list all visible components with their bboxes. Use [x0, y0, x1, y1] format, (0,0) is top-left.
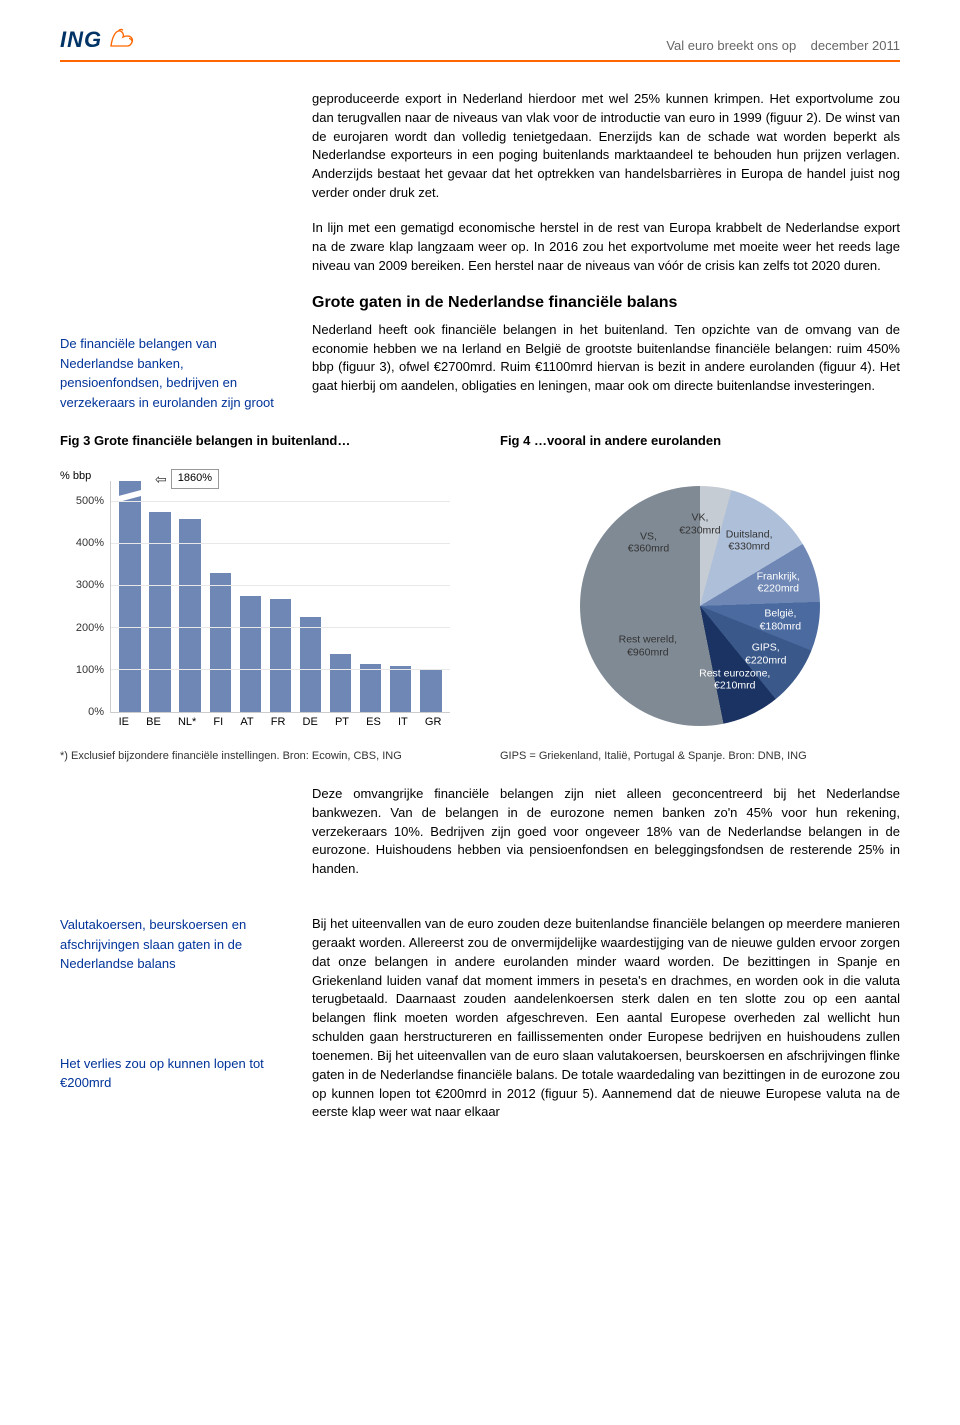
bar: [360, 664, 382, 712]
body-block-1: geproduceerde export in Nederland hierdo…: [312, 90, 900, 412]
side-callout-1: De financiële belangen van Nederlandse b…: [60, 334, 280, 412]
pie-slice-label: VK,€230mrd: [679, 512, 720, 537]
doc-title: Val euro breekt ons op: [666, 38, 796, 53]
pie-slice-label: Rest eurozone,€210mrd: [699, 667, 770, 692]
document-meta: Val euro breekt ons op december 2011: [666, 37, 900, 56]
pie-slice-label: GIPS,€220mrd: [745, 642, 786, 667]
x-tick-label: ES: [366, 715, 381, 731]
bar: [300, 617, 322, 712]
pie-slice-label: België,€180mrd: [760, 607, 801, 632]
fig3-bar-chart: % bbp ⇦ 1860% 0%100%200%300%400%500% IEB…: [60, 471, 460, 741]
x-tick-label: IE: [119, 715, 129, 731]
pie-slice-label: Rest wereld,€960mrd: [619, 634, 677, 659]
paragraph: Bij het uiteenvallen van de euro zouden …: [312, 915, 900, 1122]
paragraph: geproduceerde export in Nederland hierdo…: [312, 90, 900, 203]
fig3-footnote: *) Exclusief bijzondere financiële inste…: [60, 749, 460, 765]
paragraph: Nederland heeft ook financiële belangen …: [312, 321, 900, 396]
bar: [420, 670, 442, 712]
paragraph: Deze omvangrijke financiële belangen zij…: [312, 785, 900, 879]
x-tick-label: NL*: [178, 715, 196, 731]
bar: [390, 666, 412, 712]
bar: [240, 596, 262, 712]
lion-icon: [108, 25, 138, 55]
x-tick-label: IT: [398, 715, 408, 731]
x-tick-label: AT: [240, 715, 253, 731]
page-header: ING Val euro breekt ons op december 2011: [60, 24, 900, 62]
y-tick-label: 500%: [76, 494, 104, 510]
x-tick-label: GR: [425, 715, 442, 731]
fig3-title: Fig 3 Grote financiële belangen in buite…: [60, 432, 460, 451]
bar: [179, 519, 201, 712]
section-heading: Grote gaten in de Nederlandse financiële…: [312, 291, 900, 314]
bar: [119, 481, 141, 712]
logo-text: ING: [60, 24, 102, 56]
body-block-3: Bij het uiteenvallen van de euro zouden …: [312, 915, 900, 1138]
bar: [270, 599, 292, 712]
x-tick-label: BE: [146, 715, 161, 731]
pie-slice-label: Duitsland,€330mrd: [726, 528, 773, 553]
fig4-footnote: GIPS = Griekenland, Italië, Portugal & S…: [500, 749, 900, 765]
y-tick-label: 200%: [76, 621, 104, 637]
doc-date: december 2011: [811, 38, 900, 53]
y-tick-label: 100%: [76, 663, 104, 679]
fig4-title: Fig 4 …vooral in andere eurolanden: [500, 432, 900, 451]
body-block-2: Deze omvangrijke financiële belangen zij…: [312, 785, 900, 895]
fig4-pie-chart: VS,€360mrd VK,€230mrdDuitsland,€330mrd Fra…: [500, 471, 900, 741]
x-tick-label: DE: [303, 715, 318, 731]
side-callout-2: Valutakoersen, beurskoersen en afschrijv…: [60, 915, 280, 974]
bar: [330, 654, 352, 712]
bar: [210, 573, 232, 712]
x-tick-label: PT: [335, 715, 349, 731]
y-tick-label: 0%: [88, 705, 104, 721]
paragraph: In lijn met een gematigd economische her…: [312, 219, 900, 276]
logo: ING: [60, 24, 138, 56]
x-tick-label: FI: [213, 715, 223, 731]
y-tick-label: 300%: [76, 578, 104, 594]
side-callout-3: Het verlies zou op kunnen lopen tot €200…: [60, 1054, 280, 1093]
pie-slice-label: VS,€360mrd: [628, 530, 669, 555]
x-tick-label: FR: [271, 715, 286, 731]
y-tick-label: 400%: [76, 536, 104, 552]
pie-slice-label: Frankrijk,€220mrd: [757, 570, 800, 595]
